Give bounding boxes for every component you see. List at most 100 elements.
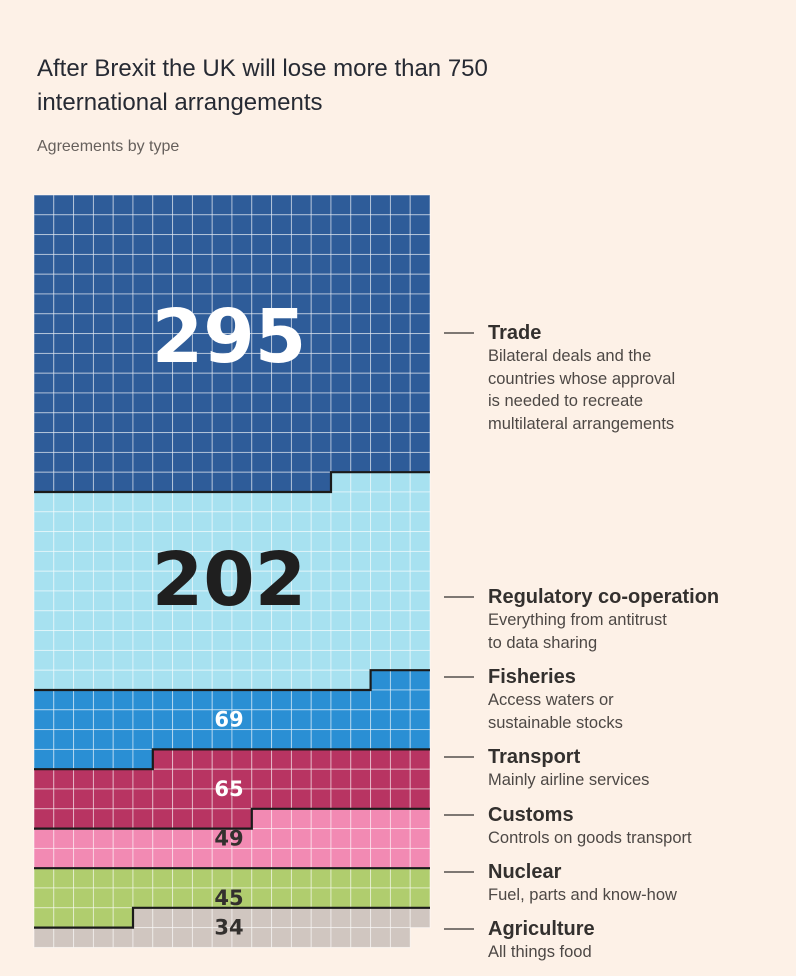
waffle-cell	[191, 649, 213, 671]
waffle-cell	[231, 729, 253, 750]
category-label: Trade Bilateral deals and the countries w…	[488, 321, 788, 435]
waffle-cell	[409, 491, 431, 513]
waffle-cell	[389, 748, 411, 770]
waffle-cell	[33, 511, 55, 533]
waffle-cell	[92, 788, 114, 810]
waffle-cell	[73, 847, 94, 869]
waffle-cell	[53, 451, 75, 473]
waffle-cell	[350, 451, 372, 473]
waffle-cell	[409, 649, 431, 671]
waffle-cell	[251, 927, 273, 948]
waffle-cell	[53, 412, 75, 434]
waffle-cell	[172, 887, 193, 909]
waffle-cell	[350, 293, 372, 315]
waffle-cell	[350, 570, 372, 592]
waffle-cell	[370, 808, 391, 830]
waffle-cell	[310, 273, 332, 295]
waffle-cell	[389, 273, 411, 295]
category-name: Nuclear	[488, 861, 562, 883]
chart-title: After Brexit the UK will lose more than …	[37, 55, 488, 116]
waffle-cell	[271, 432, 292, 453]
waffle-cell	[152, 927, 174, 948]
waffle-cell	[152, 451, 174, 473]
waffle-cell	[132, 491, 154, 513]
waffle-cell	[389, 847, 411, 869]
waffle-cell	[409, 669, 431, 691]
waffle-cell	[152, 709, 174, 731]
waffle-cell	[33, 610, 55, 632]
waffle-cell	[409, 194, 431, 216]
waffle-cell	[251, 253, 273, 275]
waffle-cell	[53, 729, 75, 750]
waffle-cell	[350, 709, 372, 731]
waffle-cell	[409, 867, 431, 889]
waffle-cell	[271, 847, 292, 869]
waffle-cell	[152, 847, 174, 869]
waffle-cell	[211, 471, 233, 493]
waffle-cell	[271, 669, 292, 691]
value-label: 49	[214, 827, 243, 851]
waffle-cell	[271, 887, 292, 909]
waffle-cell	[370, 293, 391, 315]
waffle-cell	[92, 313, 114, 335]
waffle-cell	[271, 788, 292, 810]
waffle-cell	[33, 788, 55, 810]
waffle-cell	[389, 511, 411, 533]
waffle-cell	[389, 491, 411, 513]
waffle-cell	[389, 689, 411, 711]
waffle-cell	[330, 253, 352, 275]
waffle-cell	[231, 214, 253, 236]
waffle-cell	[370, 273, 391, 295]
waffle-cell	[310, 333, 332, 354]
waffle-cell	[389, 630, 411, 651]
value-label: 45	[214, 886, 243, 910]
waffle-cell	[310, 491, 332, 513]
waffle-cell	[389, 729, 411, 750]
waffle-cell	[92, 392, 114, 414]
waffle-cell	[310, 867, 332, 889]
waffle-cell	[112, 847, 134, 869]
waffle-cell	[152, 649, 174, 671]
waffle-cell	[112, 610, 134, 632]
waffle-cell	[132, 253, 154, 275]
waffle-cell	[231, 649, 253, 671]
waffle-cell	[231, 194, 253, 216]
waffle-cell	[251, 828, 273, 849]
waffle-cell	[92, 570, 114, 592]
waffle-cell	[290, 214, 312, 236]
waffle-cell	[290, 907, 312, 929]
waffle-cell	[172, 867, 193, 889]
waffle-cell	[92, 669, 114, 691]
waffle-cell	[231, 451, 253, 473]
waffle-cell	[330, 927, 352, 948]
waffle-cell	[33, 234, 55, 255]
waffle-cell	[53, 847, 75, 869]
waffle-cell	[132, 313, 154, 335]
waffle-cell	[389, 768, 411, 790]
waffle-cell	[73, 253, 94, 275]
waffle-cell	[53, 907, 75, 929]
waffle-cell	[330, 550, 352, 572]
waffle-cell	[33, 214, 55, 236]
waffle-cell	[112, 293, 134, 315]
waffle-cell	[53, 471, 75, 493]
waffle-block-regulatory-co-operation	[33, 471, 431, 691]
waffle-cell	[33, 729, 55, 750]
waffle-cell	[370, 689, 391, 711]
waffle-cell	[112, 550, 134, 572]
waffle-cell	[132, 392, 154, 414]
waffle-cell	[33, 550, 55, 572]
waffle-cell	[271, 412, 292, 434]
waffle-cell	[92, 531, 114, 552]
waffle-cell	[290, 234, 312, 255]
waffle-cell	[370, 570, 391, 592]
waffle-cell	[92, 293, 114, 315]
waffle-cell	[409, 590, 431, 612]
waffle-cell	[290, 491, 312, 513]
waffle-cell	[350, 887, 372, 909]
waffle-cell	[132, 372, 154, 394]
waffle-cell	[330, 511, 352, 533]
waffle-cell	[191, 867, 213, 889]
waffle-cell	[389, 432, 411, 453]
waffle-cell	[350, 550, 372, 572]
